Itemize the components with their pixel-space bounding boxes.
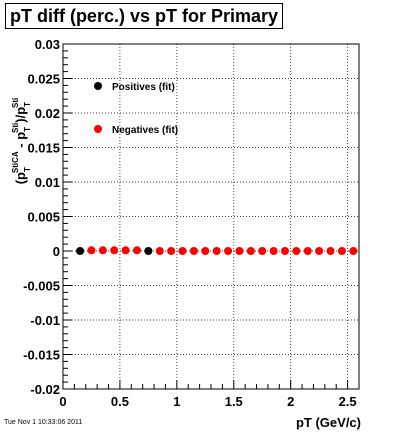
data-point: [110, 246, 119, 255]
data-points: [76, 246, 358, 255]
data-point: [269, 247, 278, 255]
data-point: [87, 246, 96, 255]
data-point: [201, 247, 210, 255]
data-point: [155, 247, 164, 255]
grid: [63, 44, 359, 389]
data-point: [133, 246, 141, 255]
data-point: [76, 247, 85, 255]
y-axis-label-text: (pTStiCA - pTSti)/pTSti: [11, 98, 32, 185]
data-point: [224, 247, 233, 255]
y-tick-label: -0.005: [23, 279, 60, 294]
x-tick-label: 2: [287, 394, 294, 409]
y-tick-label: 0: [53, 244, 60, 259]
tick-labels: 0 0.5 1 1.5 2 2.5 -0.02 -0.015 -0.01 -0.005 0 0.005…: [23, 37, 357, 409]
data-point: [303, 247, 312, 255]
data-point: [246, 247, 255, 255]
data-point: [235, 247, 244, 255]
y-tick-label: 0.01: [35, 175, 60, 190]
data-point: [189, 247, 198, 255]
y-axis-label: (pTStiCA - pTSti)/pTSti: [11, 98, 32, 185]
y-tick-label: 0.03: [35, 37, 60, 52]
data-point: [212, 247, 221, 255]
timestamp: Tue Nov 1 10:33:06 2011: [4, 419, 83, 426]
data-point: [315, 247, 324, 255]
data-point: [167, 247, 176, 255]
y-tick-label: 0.015: [27, 141, 60, 156]
chart-title: pT diff (perc.) vs pT for Primary: [5, 3, 283, 29]
y-tick-label: 0.025: [27, 72, 60, 87]
x-tick-label: 2.5: [339, 394, 357, 409]
data-point: [326, 247, 335, 255]
y-tick-label: 0.02: [35, 106, 60, 121]
data-point: [144, 247, 153, 255]
legend: Positives (fit) Negatives (fit): [94, 82, 178, 136]
y-tick-label: -0.015: [23, 348, 60, 363]
data-point: [292, 247, 301, 255]
x-tick-label: 0.5: [111, 394, 129, 409]
data-point: [258, 247, 267, 255]
x-tick-label: 1.5: [225, 394, 243, 409]
svg-text:(pTStiCA - pTSti)/pTSti: (pTStiCA - pTSti)/pTSti: [11, 98, 32, 185]
legend-marker: [94, 82, 102, 90]
y-tick-label: -0.02: [30, 382, 60, 397]
x-tick-label: 0: [59, 394, 66, 409]
legend-label: Positives (fit): [112, 82, 175, 93]
legend-marker: [94, 125, 102, 133]
data-point: [349, 247, 358, 255]
data-point: [337, 247, 346, 255]
legend-label: Negatives (fit): [112, 125, 178, 136]
x-tick-label: 1: [173, 394, 180, 409]
data-point: [121, 246, 130, 255]
y-tick-label: -0.01: [30, 313, 60, 328]
data-point: [98, 246, 107, 255]
y-tick-label: 0.005: [27, 210, 60, 225]
data-point: [281, 247, 289, 255]
axis-ticks: [62, 43, 349, 390]
x-axis-label: pT (GeV/c): [296, 415, 361, 430]
data-point: [178, 247, 187, 255]
